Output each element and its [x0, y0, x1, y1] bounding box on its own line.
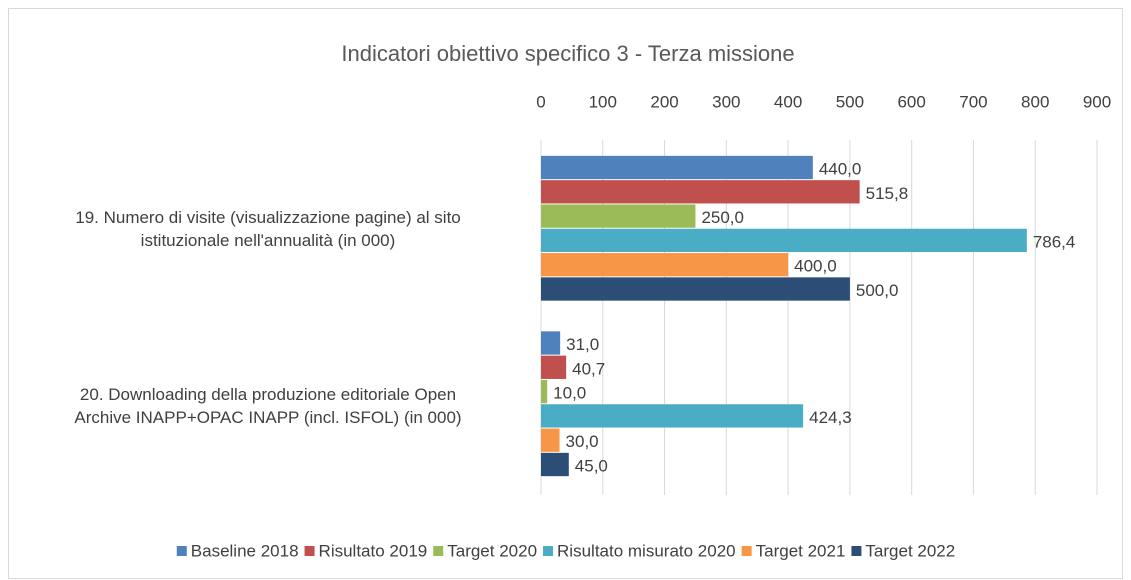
category-label: 19. Numero di visite (visualizzazione pa… [75, 207, 461, 250]
bar [541, 253, 789, 277]
x-tick-label: 400 [774, 92, 802, 111]
legend-label: Target 2021 [756, 541, 846, 560]
x-tick-label: 600 [897, 92, 925, 111]
value-label: 31,0 [566, 335, 599, 354]
x-tick-label: 0 [536, 92, 545, 111]
bar [541, 404, 804, 428]
value-label: 515,8 [866, 184, 909, 203]
value-label: 440,0 [819, 159, 862, 178]
bar [541, 204, 696, 228]
bar [541, 155, 813, 180]
bar [541, 180, 860, 204]
value-label: 30,0 [566, 432, 599, 451]
chart-title: Indicatori obiettivo specifico 3 - Terza… [341, 41, 794, 66]
category-label: 20. Downloading della produzione editori… [74, 385, 462, 428]
x-tick-label: 800 [1021, 92, 1049, 111]
legend-swatch [433, 546, 444, 556]
legend-swatch [304, 546, 315, 556]
legend-label: Target 2022 [865, 541, 955, 560]
bar [541, 379, 548, 404]
value-label: 424,3 [809, 408, 852, 427]
x-tick-label: 300 [712, 92, 740, 111]
bar [541, 428, 560, 452]
legend-label: Target 2020 [447, 541, 537, 560]
x-tick-label: 100 [589, 92, 617, 111]
legend-label: Risultato 2019 [319, 541, 428, 560]
x-tick-label: 700 [959, 92, 987, 111]
legend-swatch [543, 546, 554, 556]
bar [541, 228, 1027, 253]
bar [541, 355, 567, 379]
value-label: 400,0 [794, 257, 837, 276]
x-tick-label: 900 [1083, 92, 1111, 111]
value-label: 786,4 [1033, 232, 1076, 251]
value-label: 500,0 [856, 281, 899, 300]
legend-label: Baseline 2018 [191, 541, 299, 560]
x-tick-label: 200 [650, 92, 678, 111]
value-label: 45,0 [575, 456, 608, 475]
legend-swatch [176, 546, 187, 556]
bar [541, 331, 561, 355]
value-label: 250,0 [701, 208, 744, 227]
legend-swatch [741, 546, 752, 556]
value-label: 10,0 [553, 384, 586, 403]
legend-label: Risultato misurato 2020 [557, 541, 736, 560]
x-tick-label: 500 [836, 92, 864, 111]
bar [541, 452, 569, 477]
bar [541, 277, 850, 301]
legend-swatch [851, 546, 862, 556]
value-label: 40,7 [572, 359, 605, 378]
